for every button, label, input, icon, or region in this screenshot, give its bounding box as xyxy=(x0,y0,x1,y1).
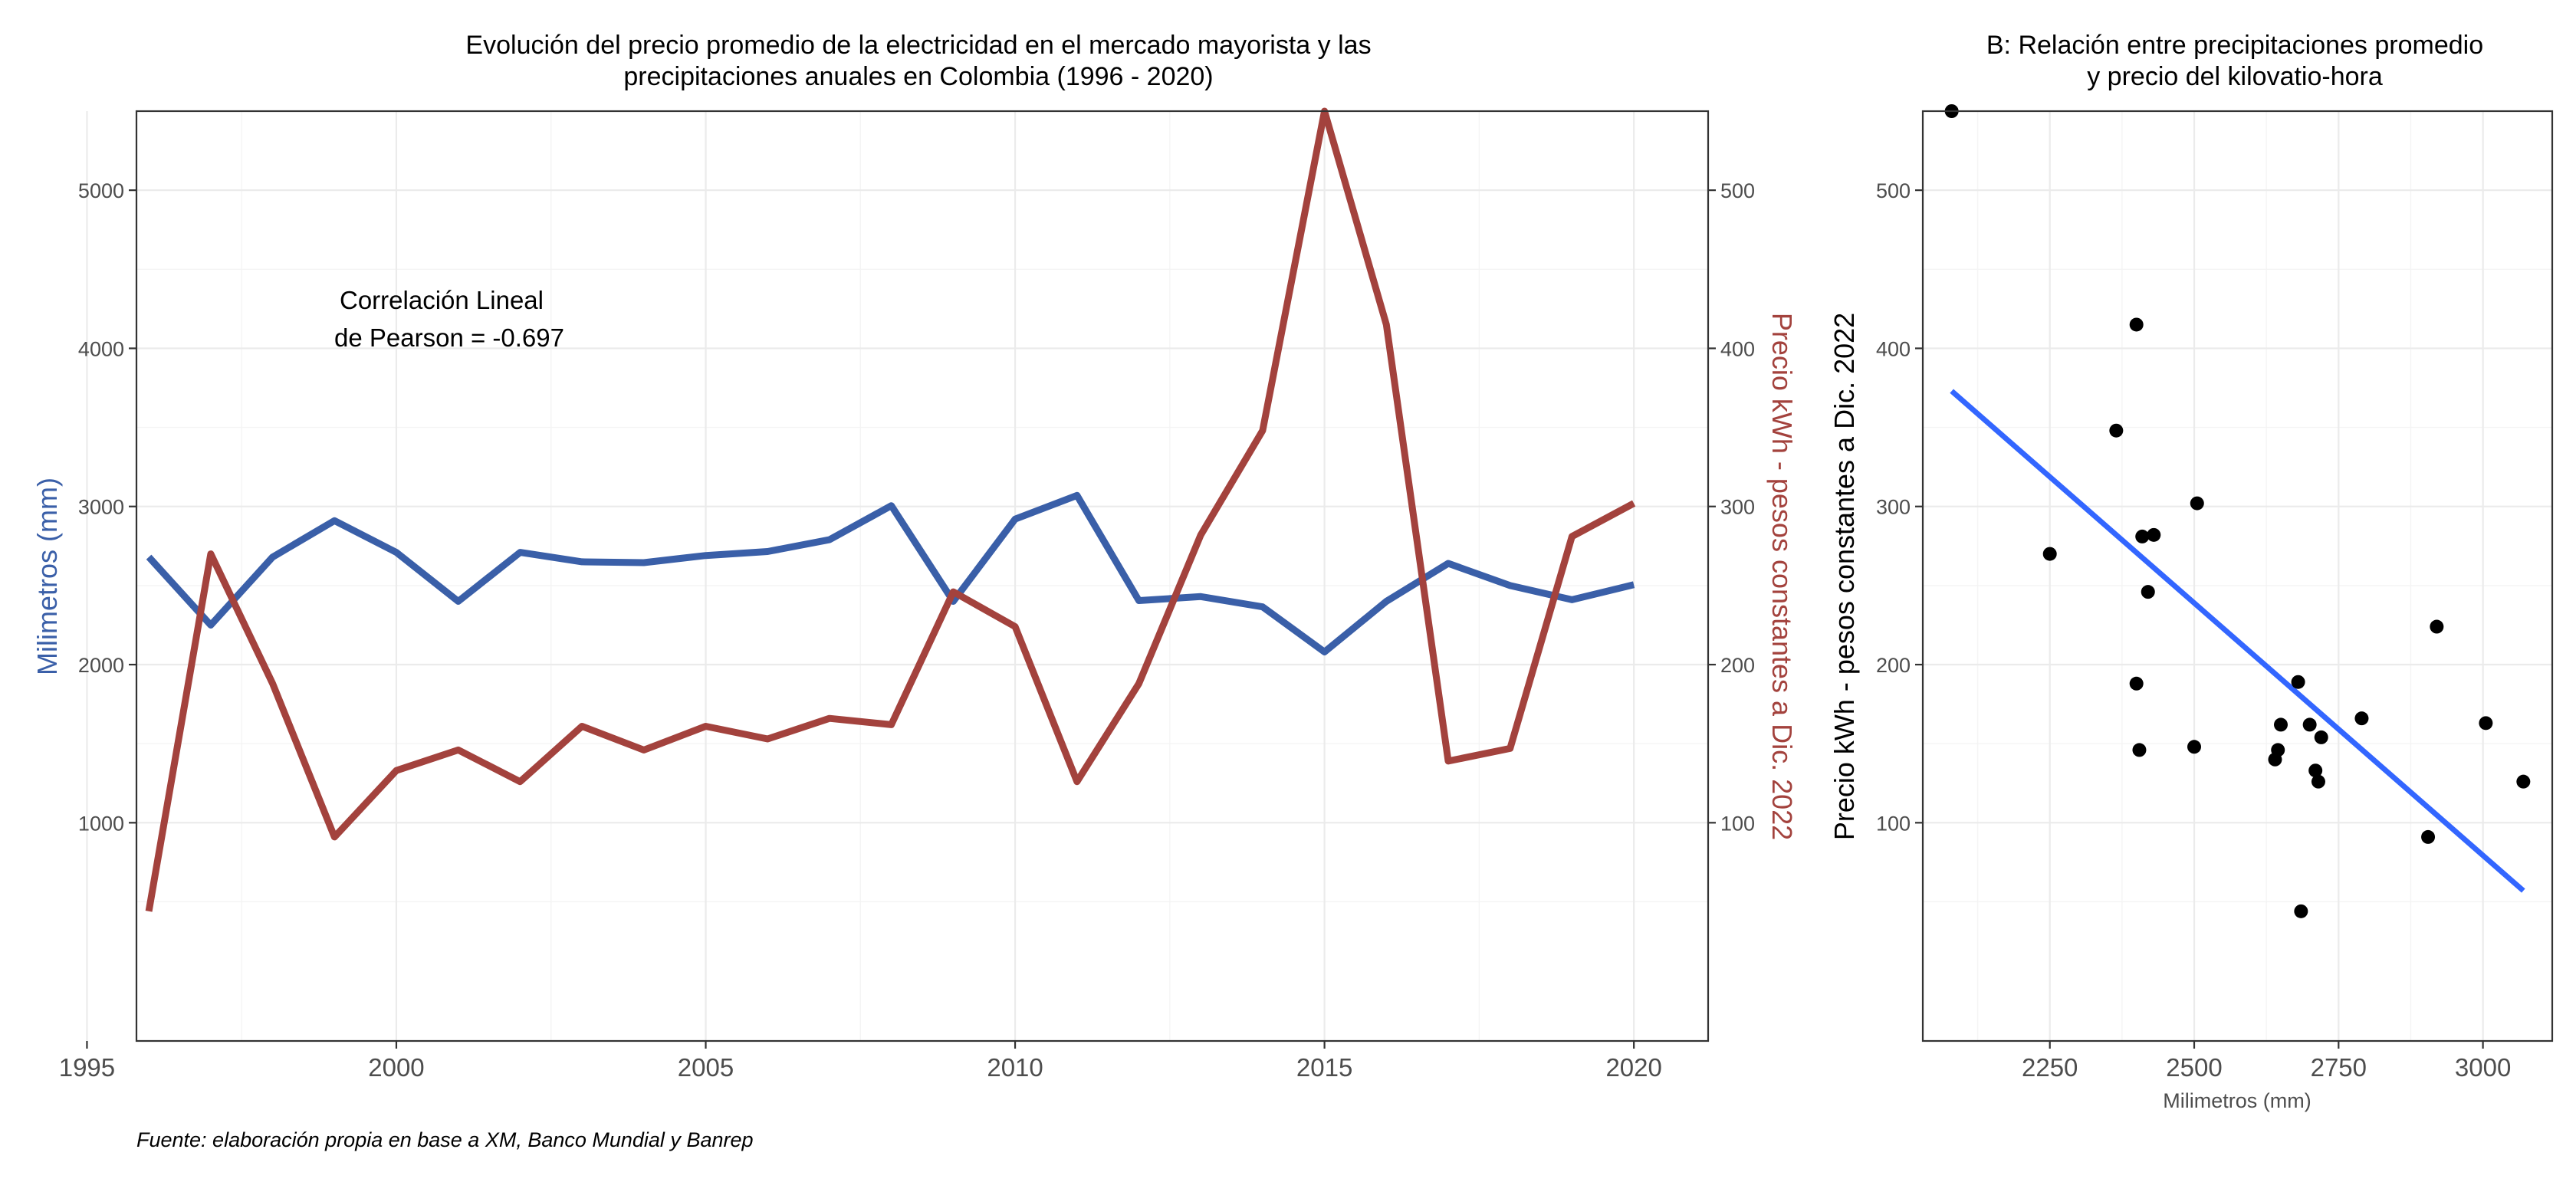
left-y-tick-label: 5000 xyxy=(78,179,124,202)
scatter-point xyxy=(2308,763,2323,778)
scatter-chart-title-line-2: y precio del kilovatio-hora xyxy=(2087,62,2383,91)
x-tick-label: 2010 xyxy=(987,1053,1043,1082)
line-chart-panel: Evolución del precio promedio de la elec… xyxy=(31,31,1798,1082)
x-tick-label: 2020 xyxy=(1605,1053,1661,1082)
left-y-tick-label: 4000 xyxy=(78,337,124,360)
scatter-point xyxy=(2271,743,2285,757)
scatter-point xyxy=(2273,717,2288,732)
scatter-point xyxy=(2109,423,2124,438)
left-y-tick-label: 1000 xyxy=(78,812,124,835)
scatter-point xyxy=(2141,585,2155,599)
scatter-y-tick-label: 300 xyxy=(1876,496,1911,519)
scatter-chart-panel: B: Relación entre precipitaciones promed… xyxy=(1829,31,2554,1112)
x-tick-label: 2005 xyxy=(678,1053,734,1082)
scatter-point xyxy=(2302,717,2317,732)
scatter-x-tick-label: 2750 xyxy=(2311,1053,2367,1082)
scatter-point xyxy=(2129,317,2144,332)
left-y-tick-label: 2000 xyxy=(78,654,124,677)
scatter-point xyxy=(2132,743,2147,757)
scatter-y-tick-label: 400 xyxy=(1876,337,1911,360)
x-tick-label: 1995 xyxy=(59,1053,115,1082)
line-chart-axes: 1995 2000 2005 2010 2015 2020 1000 2000 3000 4000… xyxy=(59,179,1755,1082)
regression-fit-line xyxy=(1950,389,2525,893)
scatter-point xyxy=(2147,527,2161,542)
right-y-tick-label: 400 xyxy=(1720,337,1755,360)
scatter-point xyxy=(2187,740,2202,754)
scatter-y-tick-label: 100 xyxy=(1876,812,1911,835)
right-y-tick-label: 200 xyxy=(1720,654,1755,677)
price-series-line xyxy=(145,107,1636,912)
line-chart-title-line-1: Evolución del precio promedio de la elec… xyxy=(465,31,1371,60)
scatter-x-axis-title: Milimetros (mm) xyxy=(2163,1089,2311,1112)
line-chart-series xyxy=(145,107,1636,912)
scatter-point xyxy=(2314,730,2328,744)
scatter-chart-panel-border xyxy=(1921,110,2554,1042)
scatter-point xyxy=(2421,829,2436,844)
scatter-chart-axes: 2250 2500 2750 3000 100 200 300 400 500 xyxy=(1876,179,2511,1082)
left-y-axis-title: Milimetros (mm) xyxy=(31,478,63,675)
scatter-x-tick-label: 2250 xyxy=(2022,1053,2078,1082)
scatter-y-axis-title: Precio kWh - pesos constantes a Dic. 202… xyxy=(1829,313,1860,840)
scatter-y-tick-label: 200 xyxy=(1876,654,1911,677)
scatter-point xyxy=(2129,676,2144,691)
scatter-point xyxy=(2190,496,2204,511)
scatter-point xyxy=(2294,904,2308,918)
scatter-chart-title-line-1: B: Relación entre precipitaciones promed… xyxy=(1986,31,2483,60)
left-y-tick-label: 3000 xyxy=(78,496,124,519)
right-y-axis-title: Precio kWh - pesos constantes a Dic. 202… xyxy=(1766,313,1798,840)
scatter-chart-grid xyxy=(1923,111,2552,1041)
scatter-x-tick-label: 3000 xyxy=(2455,1053,2511,1082)
correlation-annotation-line-2: de Pearson = -0.697 xyxy=(334,323,564,352)
scatter-y-tick-label: 500 xyxy=(1876,179,1911,202)
scatter-x-tick-label: 2500 xyxy=(2166,1053,2222,1082)
scatter-point xyxy=(2516,774,2531,789)
scatter-point xyxy=(2291,675,2305,689)
line-chart-title-line-2: precipitaciones anuales en Colombia (199… xyxy=(623,62,1213,91)
line-chart-panel-border xyxy=(135,110,1710,1042)
x-tick-label: 2000 xyxy=(368,1053,424,1082)
line-chart-grid xyxy=(86,111,1708,1041)
scatter-chart-series xyxy=(1944,104,2531,918)
scatter-point xyxy=(2479,716,2493,731)
source-caption: Fuente: elaboración propia en base a XM,… xyxy=(136,1128,754,1151)
scatter-point xyxy=(2311,774,2325,789)
right-y-tick-label: 500 xyxy=(1720,179,1755,202)
scatter-point xyxy=(2042,547,2057,561)
x-tick-label: 2015 xyxy=(1296,1053,1352,1082)
scatter-point xyxy=(2430,619,2444,634)
scatter-point xyxy=(2354,711,2369,726)
right-y-tick-label: 300 xyxy=(1720,496,1755,519)
rainfall-series-line xyxy=(146,491,1635,655)
scatter-point xyxy=(2135,529,2150,543)
right-y-tick-label: 100 xyxy=(1720,812,1755,835)
correlation-annotation-line-1: Correlación Lineal xyxy=(340,286,544,314)
